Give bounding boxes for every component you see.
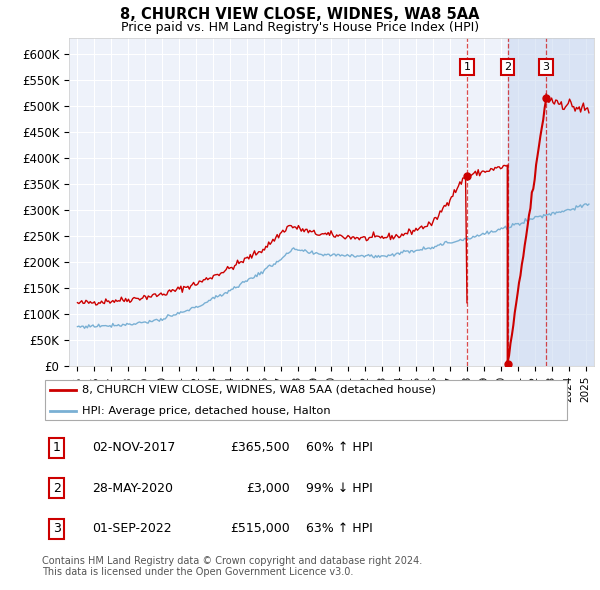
Text: Price paid vs. HM Land Registry's House Price Index (HPI): Price paid vs. HM Land Registry's House … <box>121 21 479 34</box>
Text: HPI: Average price, detached house, Halton: HPI: Average price, detached house, Halt… <box>82 406 330 416</box>
FancyBboxPatch shape <box>44 380 568 419</box>
Text: 01-SEP-2022: 01-SEP-2022 <box>92 522 172 535</box>
Text: 63% ↑ HPI: 63% ↑ HPI <box>306 522 373 535</box>
Text: 8, CHURCH VIEW CLOSE, WIDNES, WA8 5AA: 8, CHURCH VIEW CLOSE, WIDNES, WA8 5AA <box>120 8 480 22</box>
Text: 2: 2 <box>504 62 511 72</box>
Text: Contains HM Land Registry data © Crown copyright and database right 2024.
This d: Contains HM Land Registry data © Crown c… <box>42 556 422 578</box>
Text: 8, CHURCH VIEW CLOSE, WIDNES, WA8 5AA (detached house): 8, CHURCH VIEW CLOSE, WIDNES, WA8 5AA (d… <box>82 385 436 395</box>
Text: 28-MAY-2020: 28-MAY-2020 <box>92 481 173 495</box>
Text: £3,000: £3,000 <box>247 481 290 495</box>
Text: 2: 2 <box>53 481 61 495</box>
Text: £515,000: £515,000 <box>230 522 290 535</box>
Text: 1: 1 <box>53 441 61 454</box>
Text: 3: 3 <box>542 62 550 72</box>
Text: 02-NOV-2017: 02-NOV-2017 <box>92 441 176 454</box>
Text: 99% ↓ HPI: 99% ↓ HPI <box>306 481 373 495</box>
Text: 60% ↑ HPI: 60% ↑ HPI <box>306 441 373 454</box>
Text: 1: 1 <box>463 62 470 72</box>
Bar <box>508 38 594 366</box>
Text: £365,500: £365,500 <box>230 441 290 454</box>
Text: 3: 3 <box>53 522 61 535</box>
